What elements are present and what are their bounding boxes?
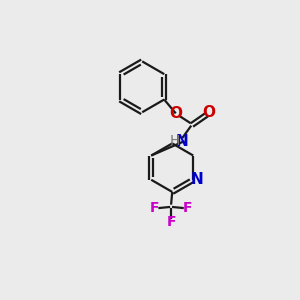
Text: F: F [166,215,176,229]
Text: N: N [175,134,188,148]
Text: F: F [182,201,192,215]
Text: N: N [191,172,204,187]
Text: O: O [202,105,215,120]
Text: O: O [169,106,182,121]
Text: F: F [150,201,160,215]
Text: H: H [170,134,181,148]
